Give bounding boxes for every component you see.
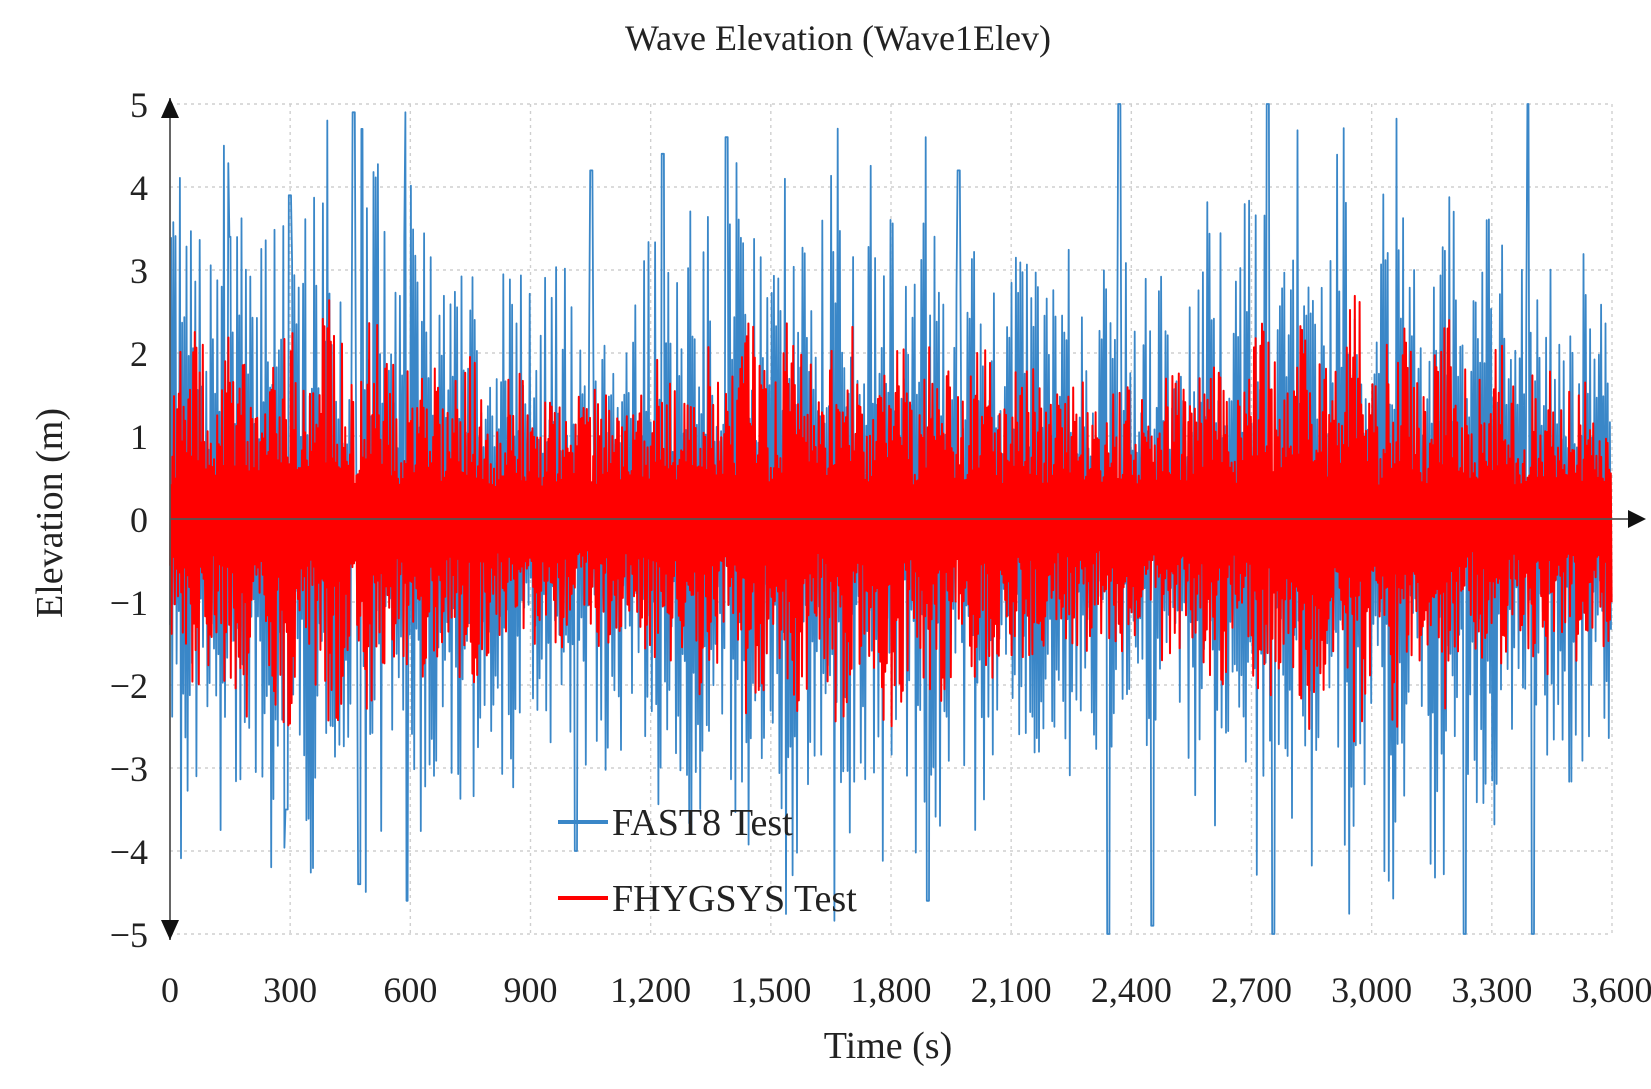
y-tick-label: −2 <box>110 666 148 706</box>
x-tick-label: 3,000 <box>1331 970 1412 1010</box>
x-tick-label: 2,400 <box>1091 970 1172 1010</box>
x-tick-label: 2,700 <box>1211 970 1292 1010</box>
x-tick-label: 2,100 <box>971 970 1052 1010</box>
y-tick-label: 3 <box>130 251 148 291</box>
y-tick-label: −1 <box>110 583 148 623</box>
y-axis-label: Elevation (m) <box>29 408 71 618</box>
x-tick-label: 600 <box>383 970 437 1010</box>
x-tick-label: 3,600 <box>1572 970 1651 1010</box>
chart-title: Wave Elevation (Wave1Elev) <box>625 18 1051 58</box>
y-tick-label: 5 <box>130 85 148 125</box>
x-tick-label: 900 <box>504 970 558 1010</box>
legend-label-fhygsys: FHYGSYS Test <box>612 878 857 920</box>
legend-label-fast8: FAST8 Test <box>612 802 793 844</box>
x-tick-label: 1,800 <box>851 970 932 1010</box>
y-tick-label: 4 <box>130 168 148 208</box>
x-tick-label: 1,500 <box>730 970 811 1010</box>
y-tick-label: −5 <box>110 915 148 955</box>
x-tick-label: 0 <box>161 970 179 1010</box>
y-tick-label: −3 <box>110 749 148 789</box>
y-tick-label: −4 <box>110 832 148 872</box>
x-axis-label: Time (s) <box>824 1025 952 1067</box>
y-tick-label: 0 <box>130 500 148 540</box>
x-tick-label: 300 <box>263 970 317 1010</box>
x-tick-label: 3,300 <box>1451 970 1532 1010</box>
x-tick-label: 1,200 <box>610 970 691 1010</box>
y-tick-label: 2 <box>130 334 148 374</box>
y-tick-label: 1 <box>130 417 148 457</box>
